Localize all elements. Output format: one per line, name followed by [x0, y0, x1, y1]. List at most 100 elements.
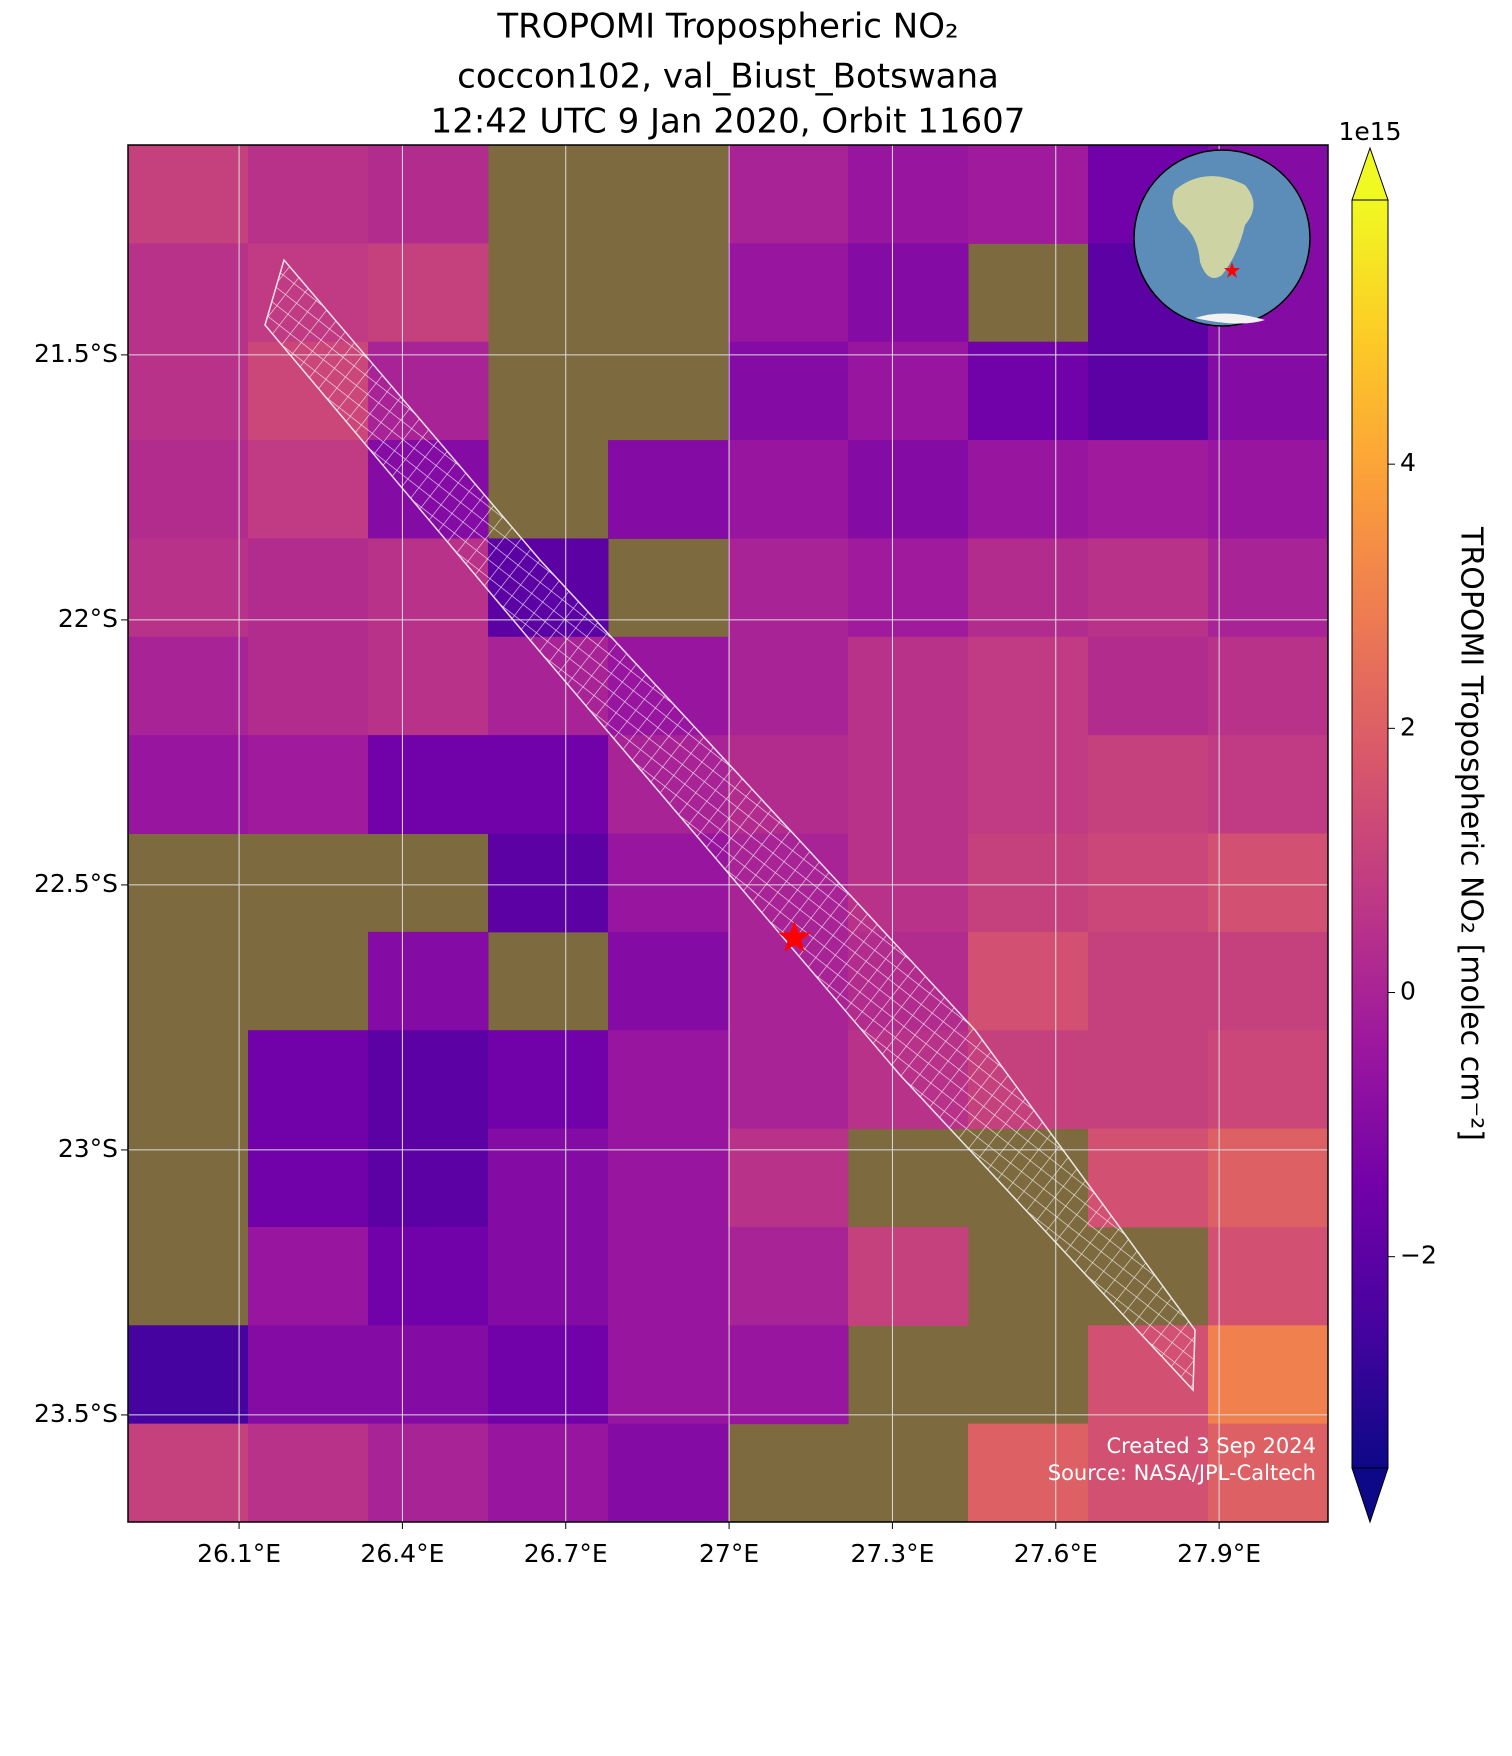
instrument-swath — [264, 258, 1196, 1392]
no2-cell — [1088, 636, 1209, 736]
no2-cell — [728, 145, 849, 244]
no2-cell — [368, 243, 489, 343]
no2-cell — [1088, 538, 1209, 638]
no2-cell — [968, 538, 1089, 638]
no2-cell — [1208, 440, 1328, 539]
no2-cell — [1208, 1226, 1328, 1326]
no2-cell — [248, 1325, 369, 1425]
no2-cell — [728, 636, 849, 736]
no2-cell — [968, 1423, 1089, 1522]
no2-cell — [968, 636, 1089, 736]
no2-cell — [848, 538, 969, 638]
no2-cell — [1208, 1325, 1328, 1425]
no2-cell — [968, 833, 1089, 933]
no2-cell — [248, 1128, 369, 1228]
no2-cell — [848, 440, 969, 539]
no2-cell — [968, 931, 1089, 1031]
no2-cell — [368, 636, 489, 736]
title-line: coccon102, val_Biust_Botswana — [457, 57, 999, 97]
no2-cell — [728, 1325, 849, 1425]
colorbar-tick-label: 0 — [1400, 977, 1416, 1006]
no2-cell — [248, 1030, 369, 1130]
no2-cell — [968, 341, 1089, 441]
no2-cell — [248, 1226, 369, 1326]
no2-cell — [1208, 1030, 1328, 1130]
no2-cell — [848, 145, 969, 244]
no2-cell — [728, 440, 849, 539]
no2-cell — [848, 636, 969, 736]
y-tick-label: 21.5°S — [34, 339, 118, 368]
no2-cell — [728, 1226, 849, 1326]
no2-cell — [128, 1325, 249, 1425]
no2-cell — [368, 931, 489, 1031]
no2-cell — [128, 243, 249, 343]
no2-cell — [1208, 341, 1328, 441]
no2-cell — [128, 1423, 249, 1522]
no2-cell — [848, 341, 969, 441]
no2-cell — [368, 145, 489, 244]
no2-cell — [1208, 833, 1328, 933]
no2-cell — [368, 735, 489, 834]
no2-cell — [1208, 538, 1328, 638]
no2-cell — [1088, 931, 1209, 1031]
x-tick-label: 26.7°E — [524, 1539, 608, 1568]
no2-cell — [128, 735, 249, 834]
no2-cell — [128, 145, 249, 244]
colorbar — [1351, 199, 1389, 1469]
x-tick-label: 27.6°E — [1014, 1539, 1098, 1568]
y-tick-label: 22.5°S — [34, 869, 118, 898]
title-line: TROPOMI Tropospheric NO₂ — [496, 7, 958, 47]
colorbar-extend — [1351, 1467, 1389, 1524]
title-line: 12:42 UTC 9 Jan 2020, Orbit 11607 — [431, 102, 1026, 142]
no2-cell — [968, 735, 1089, 834]
no2-cell — [728, 243, 849, 343]
no2-cell — [488, 1325, 609, 1425]
y-tick-label: 22°S — [58, 604, 118, 633]
no2-cell — [128, 636, 249, 736]
colorbar-label: TROPOMI Tropospheric NO₂ [molec cm⁻²] — [1454, 526, 1489, 1141]
credit: Created 3 Sep 2024 — [1106, 1434, 1316, 1458]
no2-cell — [368, 1030, 489, 1130]
no2-cell — [728, 1030, 849, 1130]
colorbar-tick-label: −2 — [1400, 1241, 1437, 1270]
no2-cell — [608, 1423, 729, 1522]
no2-cell — [848, 243, 969, 343]
site-marker — [778, 920, 811, 952]
no2-cell — [848, 735, 969, 834]
colorbar-tick-label: 4 — [1400, 448, 1416, 477]
antarctica — [1195, 313, 1265, 324]
no2-cell — [248, 538, 369, 638]
no2-cell — [1208, 1128, 1328, 1228]
no2-cell — [488, 1128, 609, 1228]
no2-cell — [608, 1030, 729, 1130]
no2-cell — [1208, 931, 1328, 1031]
no2-cell — [488, 735, 609, 834]
no2-cell — [128, 440, 249, 539]
no2-cell — [488, 1030, 609, 1130]
no2-cell — [248, 636, 369, 736]
colorbar-extend — [1351, 146, 1389, 201]
no2-cell — [728, 538, 849, 638]
no2-cell — [488, 1423, 609, 1522]
no2-cell — [488, 833, 609, 933]
no2-cell — [968, 440, 1089, 539]
no2-cell — [608, 1325, 729, 1425]
no2-cell — [1088, 440, 1209, 539]
colorbar-offset: 1e15 — [1338, 117, 1401, 146]
no2-cell — [728, 341, 849, 441]
no2-cell — [608, 440, 729, 539]
no2-cell — [488, 1226, 609, 1326]
no2-cell — [368, 1226, 489, 1326]
no2-cell — [608, 931, 729, 1031]
no2-cell — [848, 1226, 969, 1326]
no2-cell — [1088, 833, 1209, 933]
no2-cell — [368, 1325, 489, 1425]
no2-cell — [728, 1128, 849, 1228]
no2-cell — [368, 1423, 489, 1522]
continent — [1172, 176, 1254, 279]
no2-cell — [248, 440, 369, 539]
no2-cell — [1208, 735, 1328, 834]
x-tick-label: 27.3°E — [850, 1539, 934, 1568]
x-tick-label: 26.1°E — [197, 1539, 281, 1568]
